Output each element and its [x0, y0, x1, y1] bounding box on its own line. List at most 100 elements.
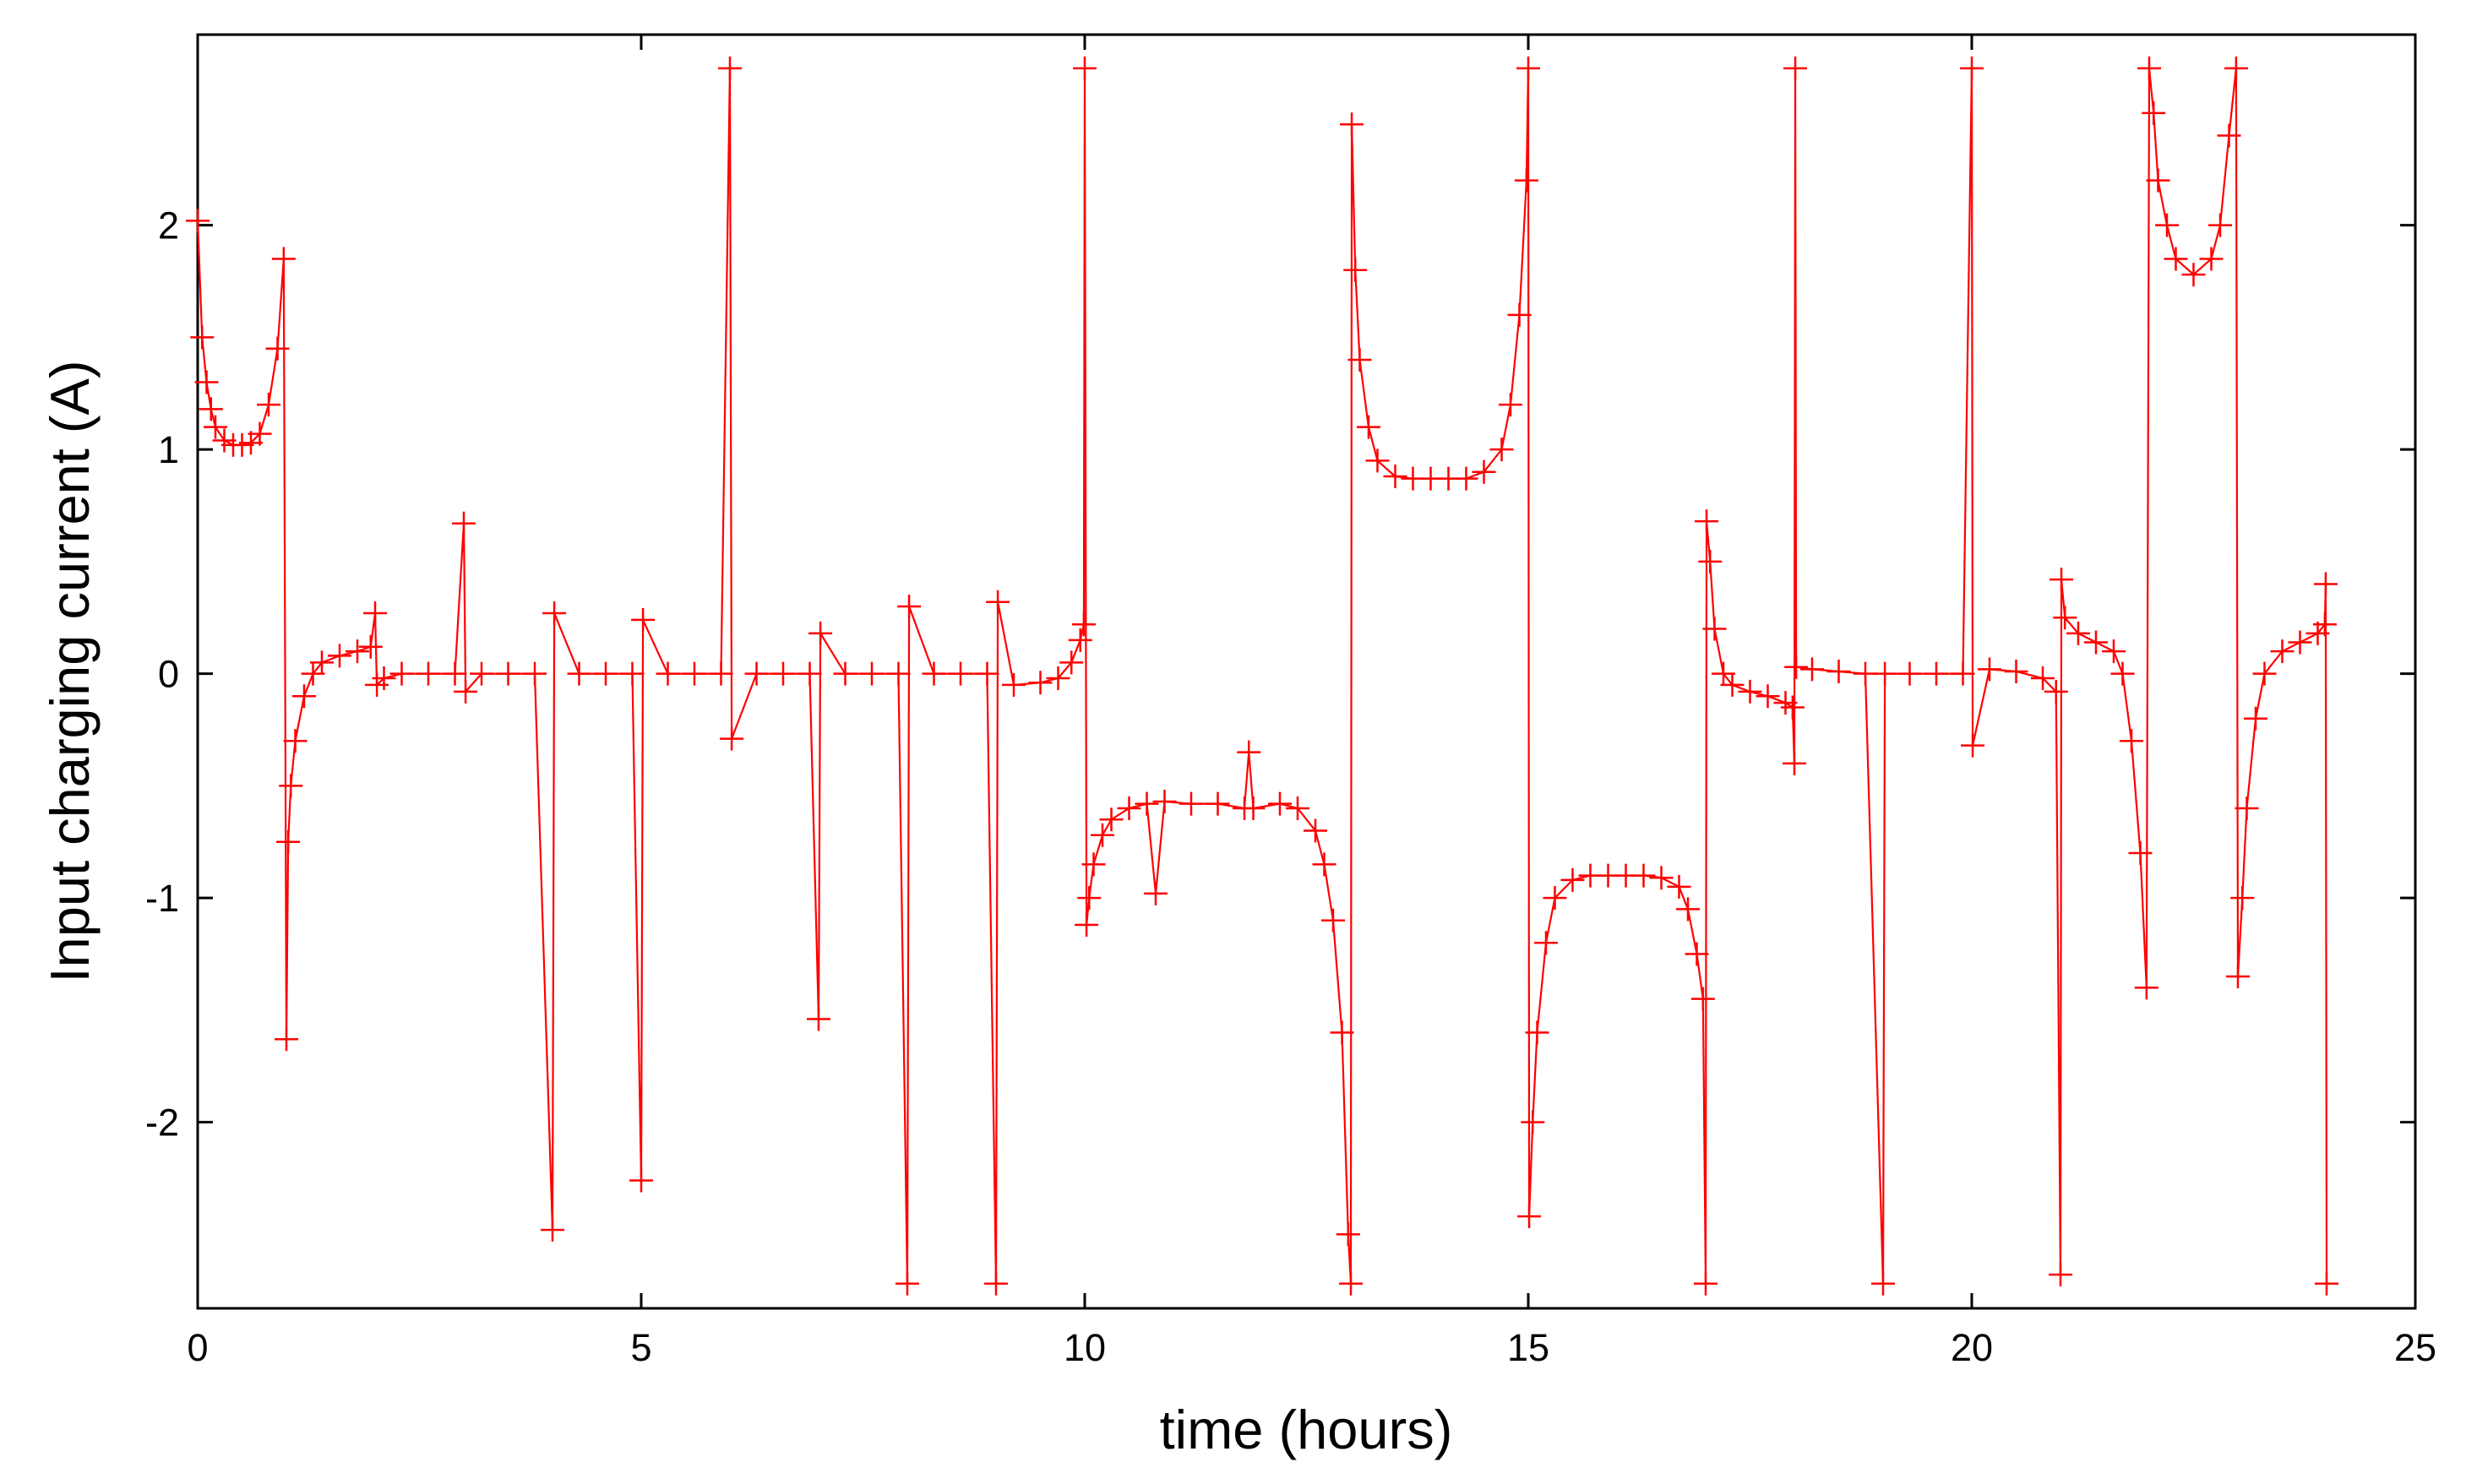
data-marker [1091, 823, 1114, 847]
data-marker [808, 621, 833, 645]
data-marker [1286, 796, 1309, 820]
data-marker [1340, 112, 1364, 137]
x-tick-label: 0 [187, 1326, 208, 1369]
data-marker [1330, 1020, 1354, 1045]
data-marker [1631, 863, 1656, 888]
data-marker [709, 661, 733, 686]
data-marker [2217, 123, 2241, 148]
data-marker [897, 595, 922, 619]
data-marker [656, 661, 680, 686]
x-tick-label: 10 [1064, 1326, 1106, 1369]
data-marker [2244, 706, 2267, 731]
data-marker [1206, 791, 1230, 816]
data-marker [1667, 874, 1691, 899]
data-marker [620, 661, 645, 686]
data-marker [1075, 913, 1099, 938]
data-marker [771, 661, 795, 686]
data-marker [1649, 866, 1674, 890]
data-marker [631, 607, 656, 632]
y-tick-label: 1 [158, 428, 179, 471]
data-marker [594, 661, 618, 686]
data-marker [1304, 818, 1327, 843]
data-marker [1117, 796, 1141, 820]
data-marker [1081, 852, 1106, 877]
data-marker [683, 661, 706, 686]
data-marker [2312, 612, 2337, 637]
data-marker [2004, 660, 2028, 683]
data-marker [2181, 263, 2206, 287]
data-marker [984, 1271, 1008, 1296]
data-marker [363, 601, 387, 625]
data-marker [190, 325, 215, 350]
data-marker [1472, 459, 1496, 484]
data-marker [389, 661, 414, 686]
data-marker [443, 661, 467, 686]
data-marker [265, 336, 290, 361]
x-tick-label: 25 [2394, 1326, 2436, 1369]
data-marker [1336, 1222, 1360, 1247]
data-marker [1073, 56, 1097, 80]
data-marker [2134, 976, 2158, 1000]
data-marker [2050, 568, 2074, 592]
data-marker [2224, 56, 2248, 80]
data-marker [1534, 931, 1558, 955]
data-marker [1499, 393, 1522, 417]
data-marker [1897, 661, 1922, 686]
data-marker [416, 661, 440, 686]
data-marker [1738, 679, 1762, 704]
data-marker [1960, 56, 1984, 80]
data-marker [1241, 796, 1266, 820]
data-marker [1521, 1110, 1545, 1134]
data-marker [2252, 661, 2277, 686]
data-marker [1826, 660, 1851, 683]
y-tick-label: 2 [158, 204, 179, 247]
data-marker [2208, 213, 2232, 237]
data-marker [1525, 1020, 1549, 1045]
data-marker [986, 590, 1010, 614]
data-marker [744, 661, 769, 686]
data-marker [1507, 302, 1532, 327]
data-marker [807, 1007, 830, 1031]
data-marker [2270, 639, 2295, 664]
data-marker [1135, 791, 1159, 816]
data-marker [2120, 729, 2143, 753]
data-marker [1347, 347, 1372, 372]
data-marker [1339, 1271, 1363, 1296]
data-marker [1516, 56, 1540, 80]
data-marker [1756, 684, 1780, 709]
data-marker [1237, 740, 1261, 764]
data-marker [1321, 908, 1345, 932]
y-tick-label: -2 [145, 1101, 179, 1144]
data-marker [1343, 258, 1368, 282]
data-marker [186, 209, 210, 233]
data-marker [2164, 247, 2188, 271]
data-marker [1517, 1204, 1542, 1229]
data-marker [199, 397, 223, 421]
data-marker [1312, 852, 1336, 877]
x-tick-label: 15 [1507, 1326, 1549, 1369]
data-marker [271, 247, 296, 271]
data-marker [1800, 657, 1824, 682]
data-marker [372, 666, 396, 690]
data-marker [452, 511, 476, 535]
data-marker [1268, 791, 1292, 816]
data-marker [567, 661, 591, 686]
data-marker [1702, 617, 1727, 641]
data-marker [1871, 1271, 1895, 1296]
data-marker [283, 729, 308, 753]
data-marker [2313, 572, 2338, 596]
data-marker [2315, 1271, 2338, 1296]
data-marker [248, 421, 272, 446]
data-marker [1028, 671, 1053, 695]
data-marker [975, 661, 999, 686]
data-marker [1873, 661, 1897, 686]
data-marker [454, 679, 478, 704]
data-marker [720, 726, 744, 751]
data-marker [1152, 789, 1177, 813]
data-marker [1560, 867, 1585, 892]
data-marker [1365, 448, 1390, 473]
data-marker [1685, 942, 1709, 966]
data-marker [2288, 630, 2312, 655]
data-marker [292, 684, 316, 709]
data-marker [523, 661, 547, 686]
